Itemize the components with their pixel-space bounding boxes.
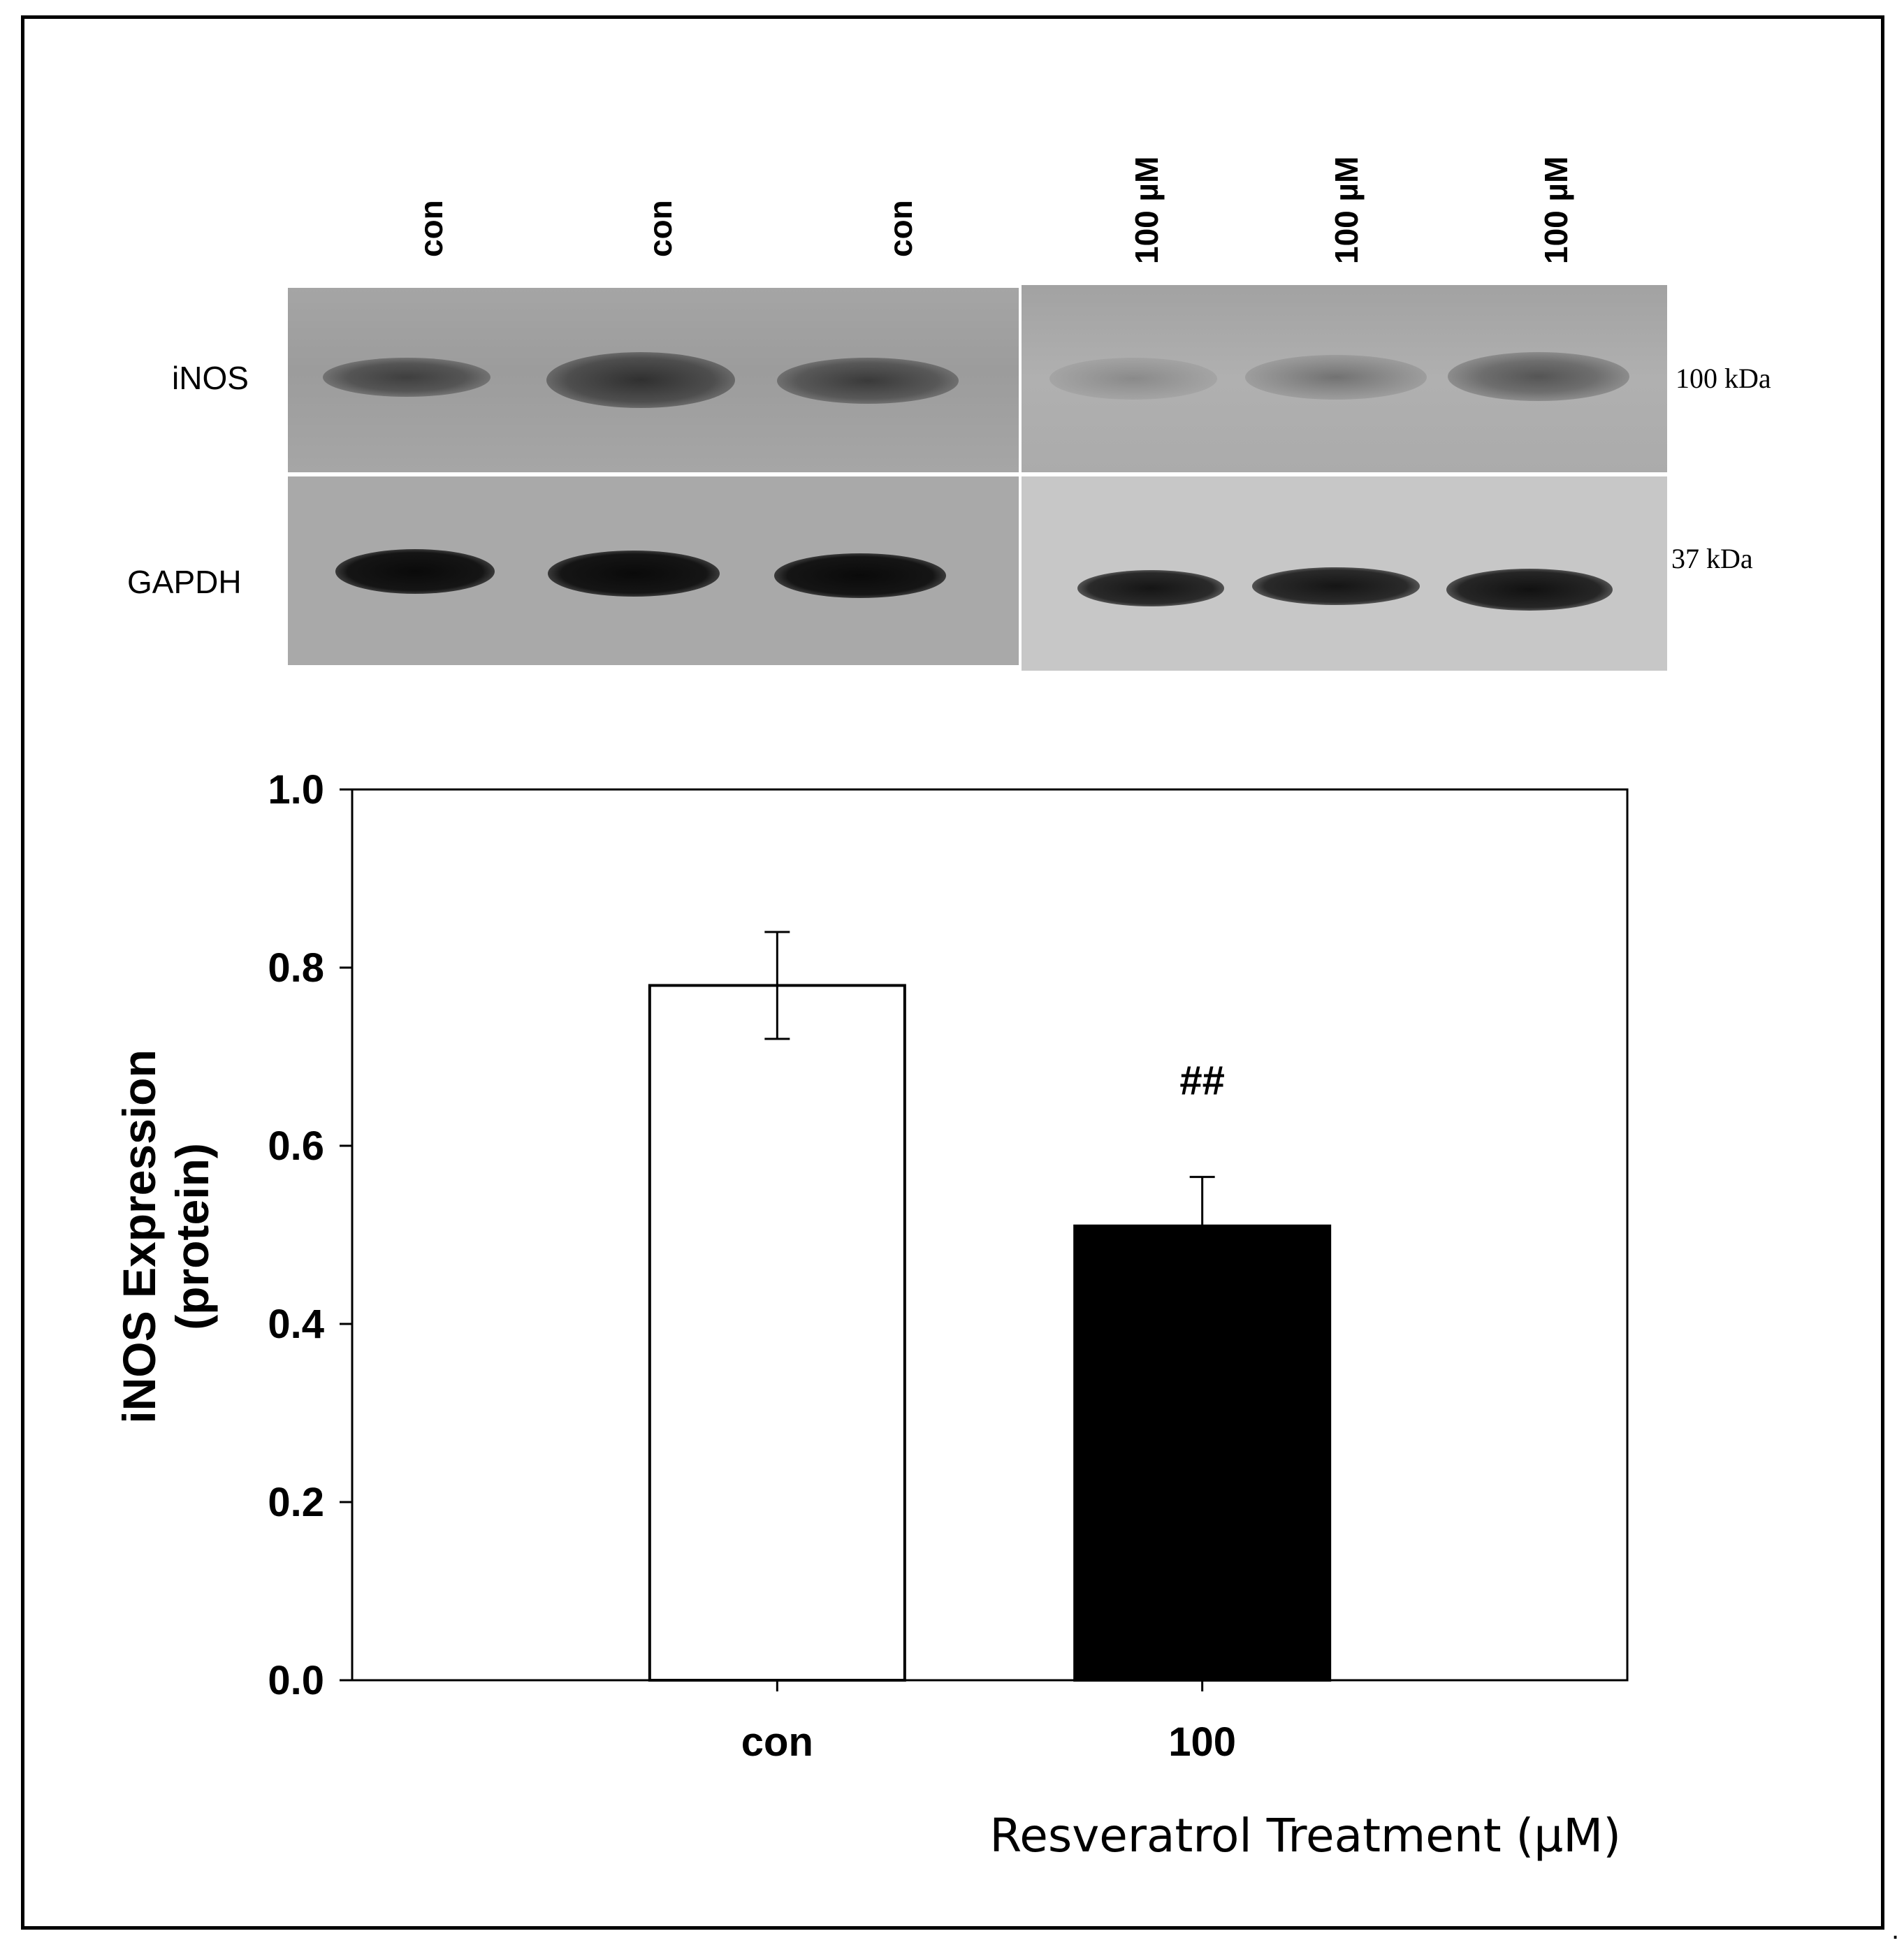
bar (648, 984, 906, 1682)
y-axis: 0.0 0.2 0.4 0.6 0.8 1.0 (268, 767, 352, 1703)
gapdh-band-con-2 (548, 551, 720, 597)
inos-band-con-3 (777, 358, 959, 404)
inos-band-100-2 (1245, 355, 1427, 400)
gapdh-band-100-2 (1252, 567, 1420, 605)
significance-annotation: ## (1179, 1058, 1225, 1104)
y-tick-label: 0.6 (268, 1123, 324, 1169)
inos-band-100-1 (1049, 358, 1217, 400)
row-label-inos: iNOS (172, 360, 249, 396)
row-label-gapdh: GAPDH (127, 564, 242, 600)
inos-band-con-1 (323, 358, 490, 397)
x-tick-label: con (741, 1719, 813, 1765)
y-axis-title-line-1: iNOS Expression (113, 1049, 165, 1424)
y-tick-label: 0.0 (268, 1658, 324, 1703)
figure-frame (21, 15, 1884, 1930)
marker-inos-kda: 100 kDa (1676, 363, 1771, 394)
gapdh-band-100-3 (1446, 569, 1613, 611)
bar-series: ## (648, 931, 1332, 1682)
gapdh-blot-panel-right (1022, 476, 1667, 671)
y-axis-title-line-2: (protein) (166, 1143, 218, 1330)
plot-area-frame (351, 788, 1629, 1682)
trailing-period: . (1891, 1914, 1900, 1945)
bar (1073, 1224, 1332, 1682)
y-tick-label: 0.2 (268, 1480, 324, 1525)
inos-blot-panel-left (288, 288, 1019, 472)
x-axis: con 100 (741, 1680, 1236, 1765)
gapdh-band-con-3 (774, 553, 946, 598)
y-tick-label: 0.8 (268, 945, 324, 991)
gapdh-band-con-1 (335, 549, 495, 594)
gapdh-band-100-1 (1077, 570, 1224, 606)
y-tick-label: 1.0 (268, 767, 324, 813)
x-axis-title: Resveratrol Treatment (µM) (989, 1809, 1621, 1863)
marker-gapdh-kda: 37 kDa (1671, 543, 1753, 574)
gapdh-blot-panel-left (288, 476, 1019, 665)
inos-blot-panel-right (1022, 285, 1667, 472)
x-tick-label: 100 (1168, 1719, 1236, 1765)
inos-band-con-2 (546, 352, 735, 408)
inos-band-100-3 (1448, 352, 1629, 401)
y-tick-label: 0.4 (268, 1302, 324, 1347)
